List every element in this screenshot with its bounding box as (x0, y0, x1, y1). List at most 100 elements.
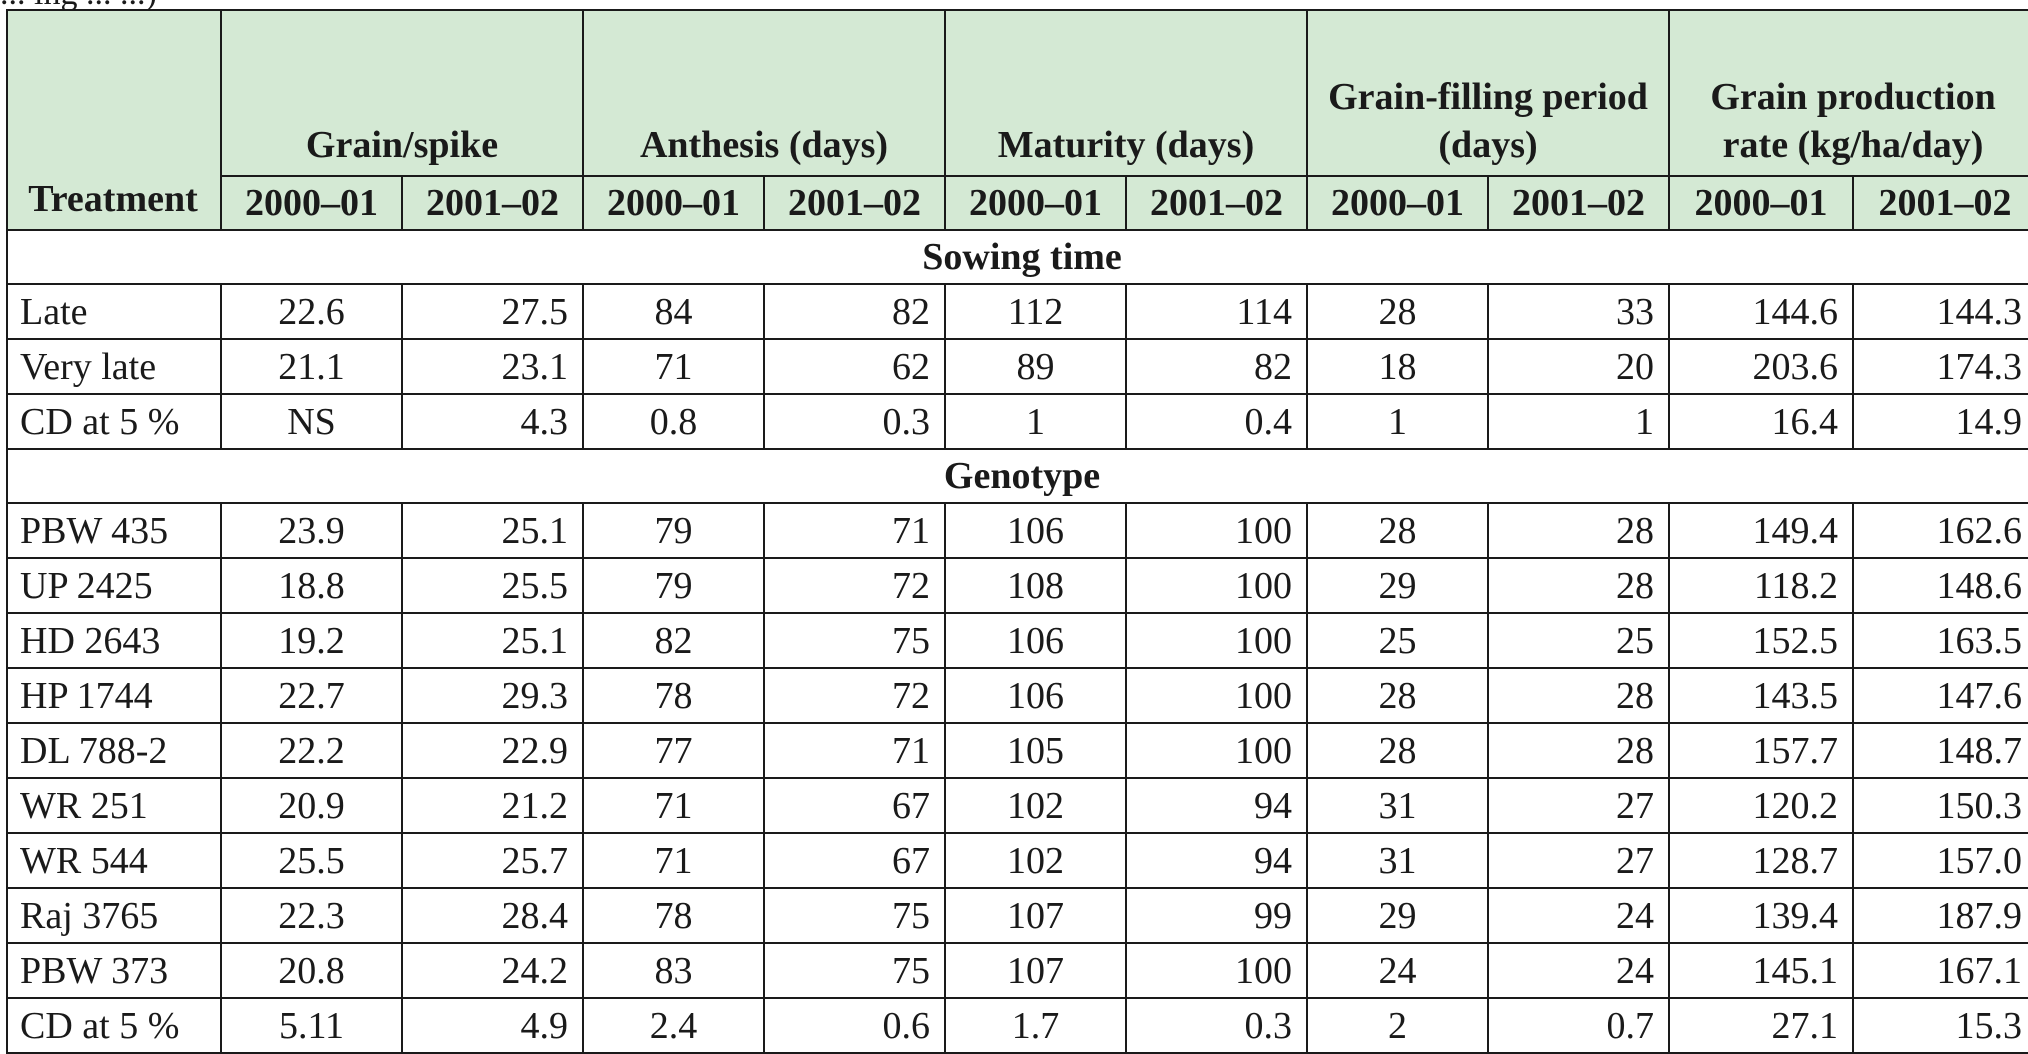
table-cell: 28 (1487, 722, 1671, 779)
table-cell: 152.5 (1668, 612, 1855, 669)
table-cell: 22.2 (220, 722, 403, 779)
data-table: Treatment Grain/spike Anthesis (days) Ma… (5, 9, 2028, 1054)
table-row: PBW 435 23.9 25.1 79 71 106 100 28 28 149.4 162.6 (6, 502, 2028, 559)
table-row: Late 22.6 27.5 84 82 112 114 28 33 144.6 144.3 (6, 283, 2028, 340)
table-cell: 1 (1306, 393, 1490, 450)
row-treatment-name: CD at 5 % (6, 393, 222, 450)
table-cell: 118.2 (1668, 557, 1855, 614)
header-year-row: 2000–01 2001–02 2000–01 2001–02 2000–01 … (7, 175, 2028, 231)
header-treatment: Treatment (6, 9, 222, 231)
table-cell: 148.6 (1852, 557, 2028, 614)
table-cell: 28 (1306, 283, 1490, 340)
table-cell: 19.2 (220, 612, 403, 669)
header-group-row: Treatment Grain/spike Anthesis (days) Ma… (6, 9, 2028, 231)
table-cell: 71 (762, 722, 947, 779)
table-cell: 187.9 (1852, 887, 2028, 944)
table-row: DL 788-2 22.2 22.9 77 71 105 100 28 28 157.7 148.7 (6, 722, 2028, 779)
table-caption-fragment: ... ing ... ...) (0, 0, 157, 10)
table-row: HD 2643 19.2 25.1 82 75 106 100 25 25 152.5 163.5 (6, 612, 2028, 669)
table-cell: 71 (582, 832, 765, 889)
row-treatment-name: UP 2425 (6, 557, 222, 614)
table-cell: 157.7 (1668, 722, 1855, 779)
table-cell: 21.2 (401, 777, 584, 834)
table-cell: 20 (1487, 338, 1671, 395)
table-cell: 27 (1487, 832, 1671, 889)
section-header-row: Genotype (5, 448, 2028, 504)
table-cell: 106 (944, 612, 1128, 669)
table-cell: 79 (582, 502, 765, 559)
table-cell: 149.4 (1668, 502, 1855, 559)
table-cell: 1 (944, 393, 1128, 450)
table-cell: 21.1 (220, 338, 403, 395)
table-cell: 0.4 (1125, 393, 1309, 450)
header-year: 2001–02 (401, 175, 584, 231)
row-treatment-name: Raj 3765 (6, 887, 222, 944)
row-treatment-name: HD 2643 (6, 612, 222, 669)
table-cell: 79 (582, 557, 765, 614)
table-cell: 25.7 (401, 832, 584, 889)
table-cell: 75 (762, 942, 947, 999)
table-cell: 29.3 (401, 667, 584, 724)
table-cell: 144.3 (1852, 283, 2028, 340)
table-cell: 24 (1306, 942, 1490, 999)
table-cell: 77 (582, 722, 765, 779)
header-year: 2001–02 (1852, 175, 2028, 231)
table-cell: NS (220, 393, 403, 450)
table-body: Sowing time Late 22.6 27.5 84 82 112 114 28 33 144… (5, 229, 2028, 1054)
header-group: Maturity (days) (944, 9, 1309, 177)
header-group: Anthesis (days) (581, 9, 947, 177)
table-cell: 33 (1487, 283, 1671, 340)
table-cell: 25.5 (401, 557, 584, 614)
table-cell: 22.3 (220, 887, 403, 944)
table-cell: 203.6 (1668, 338, 1855, 395)
table-cell: 0.3 (762, 393, 947, 450)
table-cell: 89 (944, 338, 1128, 395)
table-cell: 31 (1306, 832, 1490, 889)
table-cell: 82 (582, 612, 765, 669)
table-cell: 162.6 (1852, 502, 2028, 559)
table-cell: 27 (1487, 777, 1671, 834)
table-cell: 1.7 (944, 997, 1128, 1054)
table-cell: 2 (1306, 997, 1490, 1054)
header-year: 2001–02 (762, 175, 947, 231)
header-group: Grain production rate (kg/ha/day) (1668, 9, 2028, 177)
table-cell: 102 (944, 777, 1128, 834)
table-cell: 114 (1125, 283, 1309, 340)
table-cell: 18 (1306, 338, 1490, 395)
table-cell: 120.2 (1668, 777, 1855, 834)
header-year: 2000–01 (582, 175, 765, 231)
table-cell: 27.1 (1668, 997, 1855, 1054)
table-cell: 24 (1487, 887, 1671, 944)
table-row: UP 2425 18.8 25.5 79 72 108 100 29 28 118.2 148.6 (6, 557, 2028, 614)
table-cell: 20.8 (220, 942, 403, 999)
table-cell: 105 (944, 722, 1128, 779)
table-cell: 75 (762, 612, 947, 669)
table-cell: 174.3 (1852, 338, 2028, 395)
header-year: 2001–02 (1487, 175, 1671, 231)
table-cell: 107 (944, 942, 1128, 999)
table-cell: 100 (1125, 667, 1309, 724)
table-row: CD at 5 % 5.11 4.9 2.4 0.6 1.7 0.3 2 0.7 27.1 15.3 (6, 997, 2028, 1054)
table-cell: 25 (1487, 612, 1671, 669)
section-title: Sowing time (5, 229, 2028, 285)
table-cell: 83 (582, 942, 765, 999)
table-cell: 31 (1306, 777, 1490, 834)
table-cell: 143.5 (1668, 667, 1855, 724)
table-cell: 112 (944, 283, 1128, 340)
row-treatment-name: DL 788-2 (6, 722, 222, 779)
table-cell: 0.6 (762, 997, 947, 1054)
table-cell: 108 (944, 557, 1128, 614)
table-cell: 25 (1306, 612, 1490, 669)
table-cell: 62 (762, 338, 947, 395)
table-cell: 94 (1125, 832, 1309, 889)
header-group: Grain/spike (220, 9, 584, 177)
table-row: HP 1744 22.7 29.3 78 72 106 100 28 28 143.5 147.6 (6, 667, 2028, 724)
row-treatment-name: CD at 5 % (6, 997, 222, 1054)
table-cell: 157.0 (1852, 832, 2028, 889)
table-cell: 1 (1487, 393, 1671, 450)
row-treatment-name: Late (6, 283, 222, 340)
section-header-row: Sowing time (5, 229, 2028, 285)
table-cell: 24.2 (401, 942, 584, 999)
table-cell: 78 (582, 887, 765, 944)
table-cell: 148.7 (1852, 722, 2028, 779)
